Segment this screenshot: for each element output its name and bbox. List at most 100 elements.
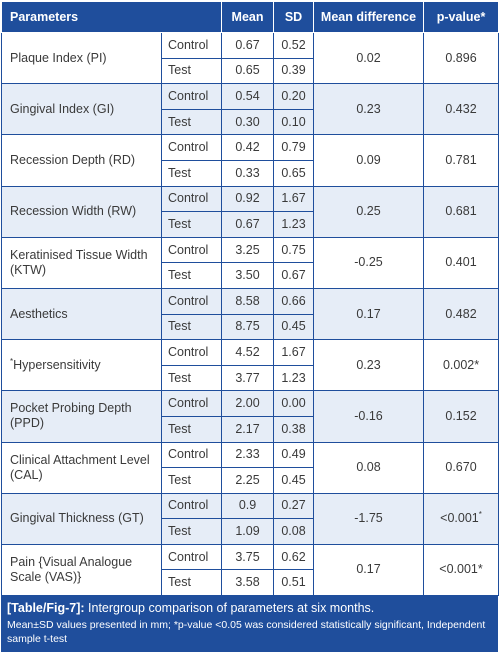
mean-cell: 8.58: [221, 287, 275, 315]
mean-difference-cell: 0.17: [313, 543, 425, 597]
p-value-text: 0.781: [445, 152, 477, 167]
group-label: Control: [160, 543, 223, 571]
sd-cell: 0.65: [273, 159, 315, 187]
table-caption: [Table/Fig-7]: Intergroup comparison of …: [1, 596, 498, 653]
mean-difference-cell: 0.09: [313, 134, 425, 187]
group-label: Test: [160, 518, 223, 545]
p-value-text: <0.001: [440, 511, 479, 526]
group-label: Test: [160, 211, 223, 238]
parameter-cell: Pocket Probing Depth (PPD): [1, 390, 162, 443]
sd-cell: 1.23: [273, 211, 315, 238]
parameter-cell: Plaque Index (PI): [1, 31, 162, 85]
parameter-name: Keratinised Tissue Width (KTW): [10, 247, 148, 277]
header-p-value: p-value*: [423, 1, 500, 33]
header-sd: SD: [273, 1, 315, 33]
parameter-name: Gingival Index (GI): [10, 101, 115, 116]
p-value-cell: 0.152: [423, 390, 500, 443]
parameter-cell: Aesthetics: [1, 287, 162, 341]
p-value-cell: 0.401: [423, 236, 500, 289]
parameter-name: Recession Depth (RD): [10, 152, 136, 167]
sd-cell: 0.51: [273, 569, 315, 597]
sd-cell: 0.10: [273, 108, 315, 136]
group-label: Test: [160, 364, 223, 392]
sd-cell: 1.67: [273, 339, 315, 366]
header-mean-difference: Mean difference: [313, 1, 425, 33]
sd-cell: 1.67: [273, 185, 315, 213]
header-row: Parameters Mean SD Mean difference p-val…: [0, 1, 500, 33]
sd-cell: 0.20: [273, 83, 315, 110]
sd-cell: 0.27: [273, 492, 315, 520]
parameter-cell: Gingival Thickness (GT): [1, 492, 162, 545]
mean-cell: 1.09: [221, 518, 275, 545]
mean-cell: 3.58: [221, 569, 275, 597]
p-value-cell: 0.781: [423, 134, 500, 187]
mean-difference-cell: -0.16: [313, 390, 425, 443]
mean-cell: 8.75: [221, 313, 275, 341]
parameter-name: Recession Width (RW): [10, 204, 137, 219]
table-row: Test 2.17 0.38: [2, 415, 499, 443]
group-label: Control: [160, 287, 223, 315]
p-value-text: 0.002*: [442, 357, 480, 372]
group-label: Test: [160, 467, 223, 494]
group-label: Control: [160, 32, 223, 59]
table-row: Recession Width (RW) Control 0.92 1.67 0.25 0…: [1, 185, 500, 238]
p-value-text: 0.896: [445, 50, 477, 65]
parameter-name: Hypersensitivity: [13, 357, 101, 372]
mean-cell: 0.67: [221, 32, 275, 59]
header-mean: Mean: [221, 1, 275, 33]
group-label: Test: [160, 262, 223, 289]
sd-cell: 0.39: [273, 57, 315, 85]
sd-cell: 0.52: [273, 32, 315, 59]
table-row: Test 0.65 0.39: [2, 57, 499, 85]
mean-cell: 4.52: [221, 339, 275, 366]
mean-difference-cell: 0.25: [313, 185, 425, 238]
sd-cell: 1.23: [273, 364, 315, 392]
mean-cell: 2.00: [221, 390, 275, 417]
mean-difference-cell: 0.23: [313, 83, 425, 136]
mean-cell: 0.92: [221, 185, 275, 213]
p-value-text: <0.001*: [439, 562, 483, 577]
parameter-cell: *Hypersensitivity: [1, 339, 162, 392]
sd-cell: 0.45: [273, 313, 315, 341]
mean-cell: 0.30: [221, 108, 275, 136]
mean-cell: 0.65: [221, 57, 275, 85]
parameter-name: Gingival Thickness (GT): [10, 511, 144, 526]
mean-cell: 0.54: [221, 83, 275, 110]
group-label: Control: [160, 390, 223, 417]
parameter-cell: Recession Width (RW): [1, 185, 162, 238]
table-row: Test 1.09 0.08: [2, 518, 499, 545]
group-label: Test: [160, 159, 223, 187]
sd-cell: 0.45: [273, 467, 315, 494]
caption-title-line: [Table/Fig-7]: Intergroup comparison of …: [7, 601, 492, 616]
table-row: Keratinised Tissue Width (KTW) Control 3.2…: [1, 236, 500, 289]
p-value-cell: 0.896: [423, 31, 500, 85]
p-value-cell: 0.432: [423, 83, 500, 136]
p-value-text: 0.432: [445, 101, 477, 116]
p-value-cell: <0.001*: [423, 492, 500, 545]
mean-difference-cell: 0.23: [313, 339, 425, 392]
p-value-text: 0.152: [445, 408, 477, 423]
table-row: Clinical Attachment Level (CAL) Control 2.…: [1, 441, 500, 494]
p-value-text: 0.681: [445, 204, 477, 219]
group-label: Test: [160, 313, 223, 341]
p-value-cell: 0.670: [423, 441, 500, 494]
p-value-text: 0.482: [445, 306, 477, 321]
mean-cell: 3.77: [221, 364, 275, 392]
sd-cell: 0.08: [273, 518, 315, 545]
parameter-name: Clinical Attachment Level (CAL): [10, 452, 150, 482]
parameter-mark: *: [10, 356, 14, 366]
p-value-cell: 0.002*: [423, 339, 500, 392]
p-value-text: 0.670: [445, 460, 477, 475]
group-label: Control: [160, 441, 223, 469]
table-row: Pain {Visual Analogue Scale (VAS)} Contro…: [1, 543, 500, 597]
caption-label: [Table/Fig-7]:: [7, 601, 85, 616]
table-row: Gingival Thickness (GT) Control 0.9 0.27 -1.…: [1, 492, 500, 545]
sd-cell: 0.38: [273, 415, 315, 443]
table-row: Test 0.67 1.23: [2, 211, 499, 238]
group-label: Test: [160, 569, 223, 597]
group-label: Control: [160, 339, 223, 366]
parameter-cell: Gingival Index (GI): [1, 83, 162, 136]
mean-cell: 0.9: [221, 492, 275, 520]
table-row: Test 2.25 0.45: [2, 467, 499, 494]
